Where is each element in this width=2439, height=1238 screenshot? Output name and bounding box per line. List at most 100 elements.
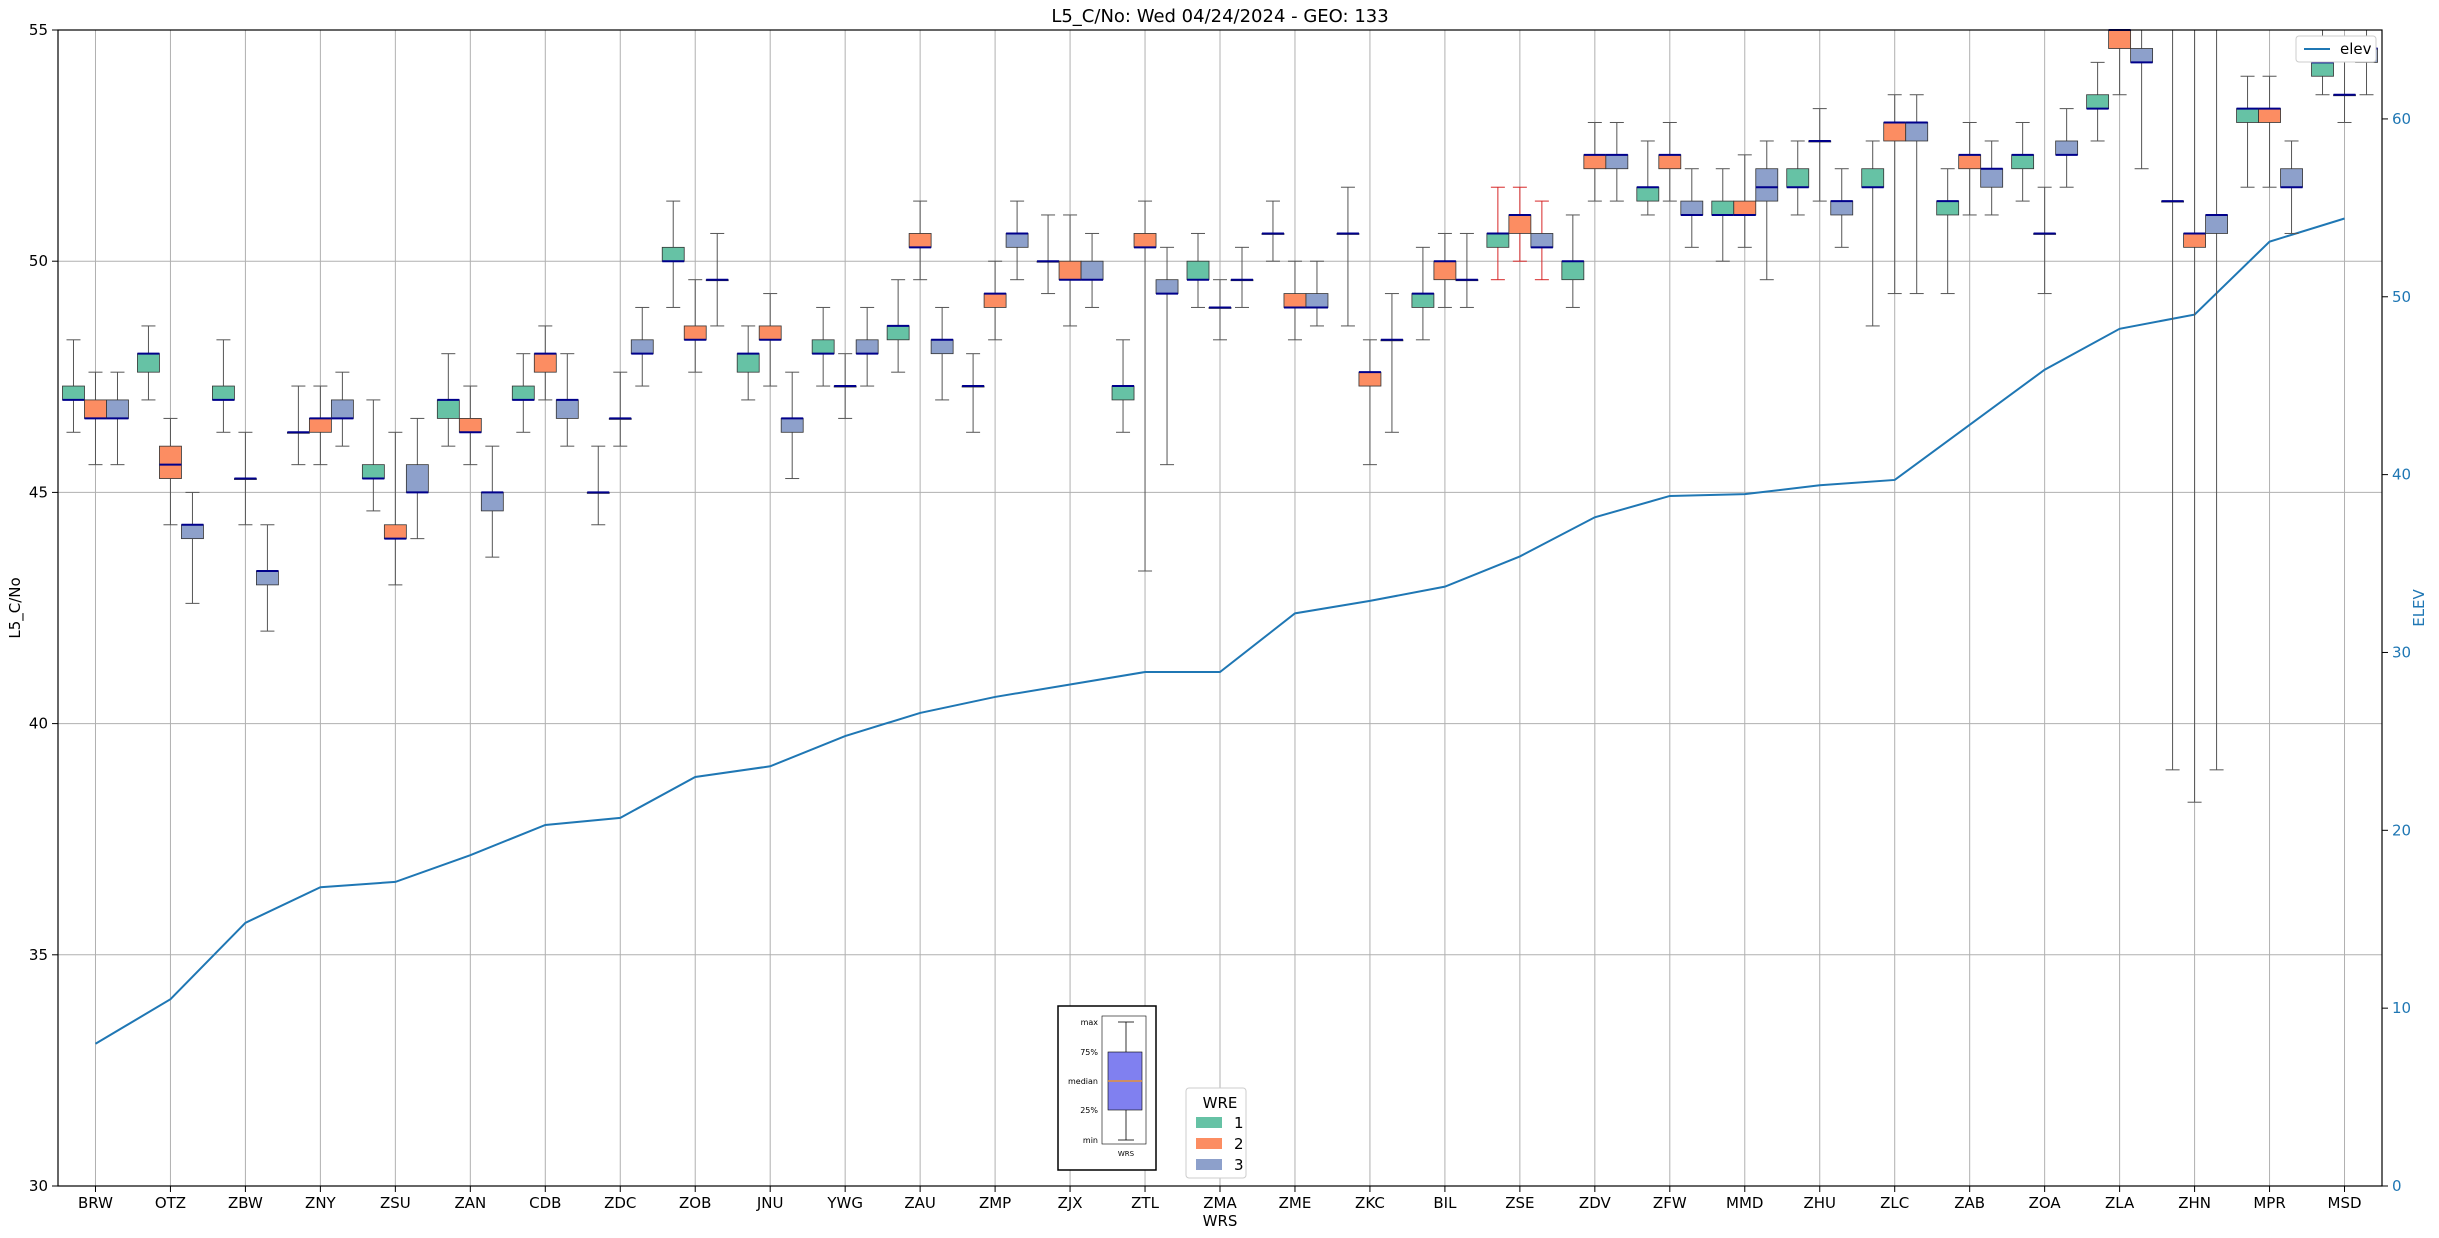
box-key-label-q1: 25% <box>1080 1106 1098 1115</box>
box-body <box>555 399 579 419</box>
box-ZHU-wre1 <box>1786 140 1810 216</box>
box-ZDV-wre1 <box>1561 214 1585 308</box>
box-ZTL-wre3 <box>1155 246 1179 466</box>
box-ZDC-wre2 <box>608 371 632 447</box>
box-body <box>1755 168 1779 202</box>
box-JNU-wre1 <box>736 325 760 401</box>
box-ZAU-wre2 <box>908 200 932 281</box>
x-tick-label: ZHN <box>2178 1194 2211 1212</box>
box-ZME-wre1 <box>1261 200 1285 262</box>
box-key-label-max: max <box>1081 1018 1099 1027</box>
box-body <box>137 353 160 373</box>
y-tick-label: 35 <box>29 946 48 964</box>
x-tick-label: ZAU <box>904 1194 936 1212</box>
box-ZKC-wre1 <box>1336 186 1360 327</box>
chart-title: L5_C/No: Wed 04/24/2024 - GEO: 133 <box>1051 6 1388 27</box>
box-body <box>212 385 235 401</box>
box-ZOA-wre2 <box>2033 186 2057 295</box>
box-body <box>1411 293 1435 308</box>
x-tick-label: OTZ <box>155 1194 186 1212</box>
wre-legend-swatch-2 <box>1196 1138 1222 1149</box>
box-body <box>2183 233 2206 248</box>
box-ZHN-wre3 <box>2205 29 2228 771</box>
box-body <box>2108 29 2132 49</box>
box-ZMA-wre1 <box>1186 232 1210 308</box>
box-ZAN-wre3 <box>480 445 504 558</box>
box-body <box>930 339 954 355</box>
box-body <box>511 385 535 401</box>
box-body <box>1883 122 1907 142</box>
x-tick-label: BIL <box>1433 1194 1457 1212</box>
box-BRW-wre3 <box>106 371 129 466</box>
box-MMD-wre3 <box>1755 140 1779 281</box>
x-tick-label: ZMP <box>979 1194 1011 1212</box>
box-body <box>1111 385 1135 401</box>
box-body <box>256 570 279 586</box>
right-y-tick-label: 20 <box>2392 821 2411 839</box>
box-ZJX-wre1 <box>1036 214 1060 295</box>
x-tick-label: ZTL <box>1131 1194 1159 1212</box>
box-body <box>458 418 482 433</box>
x-tick-label: ZDV <box>1579 1194 1612 1212</box>
box-OTZ-wre2 <box>159 417 182 526</box>
box-body <box>1636 186 1660 202</box>
box-key-label-min: min <box>1083 1136 1098 1145</box>
box-ZSE-wre1 <box>1486 186 1510 281</box>
box-ZHN-wre1 <box>2161 29 2184 771</box>
elev-legend: elev <box>2295 35 2377 63</box>
x-tick-label: ZOA <box>2029 1194 2062 1212</box>
box-ZTL-wre2 <box>1133 200 1157 572</box>
x-tick-label: ZDC <box>604 1194 636 1212</box>
box-JNU-wre2 <box>758 293 782 387</box>
box-YWG-wre1 <box>811 306 835 387</box>
box-plot-layer <box>62 29 2378 803</box>
box-ZHU-wre3 <box>1830 168 1854 248</box>
box-key-label-median: median <box>1068 1077 1098 1086</box>
box-body <box>630 339 654 355</box>
box-body <box>983 293 1007 308</box>
box-ZAB-wre1 <box>1936 168 1960 295</box>
box-body <box>62 385 85 401</box>
elev-line <box>94 217 2345 1045</box>
box-body <box>84 399 107 419</box>
box-ZHN-wre2 <box>2183 29 2206 803</box>
x-tick-label: ZHU <box>1803 1194 1836 1212</box>
box-ZBW-wre3 <box>256 524 279 632</box>
box-body <box>1658 154 1682 170</box>
box-body <box>1733 200 1757 216</box>
x-tick-label: ZLA <box>2105 1194 2135 1212</box>
box-body <box>1005 233 1029 248</box>
box-body <box>436 399 460 419</box>
elev-legend-frame <box>2295 35 2377 63</box>
box-body <box>1958 154 1982 170</box>
box-YWG-wre2 <box>833 353 857 419</box>
x-tick-label: ZFW <box>1653 1194 1687 1212</box>
right-y-tick-label: 60 <box>2392 110 2411 128</box>
box-body <box>811 339 835 355</box>
x-tick-label: ZOB <box>679 1194 711 1212</box>
box-body <box>308 418 332 433</box>
box-body <box>1155 279 1179 294</box>
wre-legend: WRE 1 2 3 <box>1185 1087 1247 1179</box>
box-body <box>1433 260 1457 281</box>
wre-legend-title: WRE <box>1203 1094 1238 1112</box>
box-body <box>480 491 504 512</box>
box-ZAN-wre2 <box>458 385 482 466</box>
x-tick-label: ZLC <box>1880 1194 1909 1212</box>
box-ZFW-wre2 <box>1658 121 1682 202</box>
box-body <box>1561 260 1585 281</box>
box-body <box>106 399 129 419</box>
y-tick-label: 40 <box>29 715 48 733</box>
box-body <box>1583 154 1607 170</box>
wre-legend-swatch-1 <box>1196 1117 1222 1128</box>
box-key-label-q3: 75% <box>1080 1048 1098 1057</box>
box-MMD-wre2 <box>1733 154 1757 248</box>
elev-legend-label: elev <box>2340 40 2372 58</box>
box-ZSU-wre2 <box>383 431 407 586</box>
box-body <box>2258 108 2281 123</box>
box-ZFW-wre3 <box>1680 168 1704 248</box>
box-body <box>855 339 879 355</box>
x-tick-label: ZSE <box>1505 1194 1534 1212</box>
box-body <box>2205 214 2228 234</box>
